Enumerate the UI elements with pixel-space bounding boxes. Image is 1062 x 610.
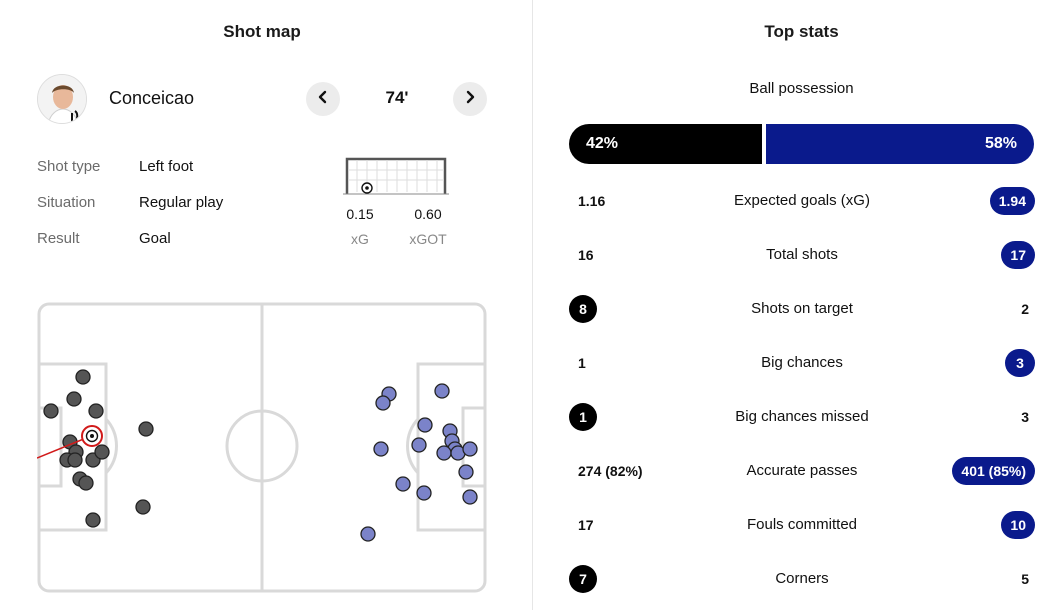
next-shot-button[interactable]	[453, 82, 487, 116]
shot-map-pitch[interactable]	[36, 302, 487, 593]
away-shot-marker[interactable]	[360, 526, 376, 542]
home-shot-marker[interactable]	[43, 403, 59, 419]
away-shot-marker[interactable]	[411, 437, 427, 453]
shot-type-value: Left foot	[139, 158, 194, 175]
stat-away-value: 3	[1021, 409, 1029, 425]
situation-value: Regular play	[139, 194, 224, 211]
column-divider	[532, 0, 533, 610]
away-shot-marker[interactable]	[416, 485, 432, 501]
stat-label: Big chances missed	[735, 408, 869, 425]
selected-shot-marker[interactable]	[81, 425, 103, 447]
stat-row: Shots on target 8 2	[569, 294, 1035, 324]
result-value: Goal	[139, 230, 171, 247]
home-shot-marker[interactable]	[78, 475, 94, 491]
stat-label: Fouls committed	[746, 516, 858, 533]
top-stats-title: Top stats	[764, 22, 839, 41]
possession-away-bar: 58%	[766, 124, 1034, 164]
stat-row: Expected goals (xG) 1.16 1.94	[569, 186, 1035, 216]
possession-away-value: 58%	[984, 135, 1017, 152]
stat-home-value: 7	[569, 565, 597, 593]
home-shot-marker[interactable]	[88, 403, 104, 419]
chevron-left-icon	[317, 90, 329, 109]
stat-home-value: 16	[578, 247, 594, 263]
stat-away-value: 1.94	[989, 187, 1035, 215]
xg-value: 0.15	[346, 206, 374, 222]
shot-type-label: Shot type	[37, 158, 101, 175]
stat-home-value: 17	[578, 517, 594, 533]
away-shot-marker[interactable]	[373, 441, 389, 457]
player-name[interactable]: Conceicao	[109, 88, 195, 108]
away-shot-marker[interactable]	[395, 476, 411, 492]
away-shot-marker[interactable]	[434, 383, 450, 399]
stat-home-value: 274 (82%)	[578, 463, 643, 479]
xgot-value: 0.60	[414, 206, 442, 222]
home-shot-marker[interactable]	[75, 369, 91, 385]
stat-row: Accurate passes 274 (82%) 401 (85%)	[569, 456, 1035, 486]
away-shot-marker[interactable]	[462, 489, 478, 505]
stat-label: Expected goals (xG)	[734, 192, 870, 209]
result-label: Result	[37, 230, 80, 247]
goal-frame-graphic	[343, 156, 449, 196]
previous-shot-button[interactable]	[306, 82, 340, 116]
home-shot-marker[interactable]	[67, 452, 83, 468]
stat-label: Total shots	[766, 246, 838, 263]
xgot-label: xGOT	[409, 231, 447, 247]
stat-away-value: 5	[1021, 571, 1029, 587]
player-avatar[interactable]	[37, 74, 87, 124]
stat-home-value: 8	[569, 295, 597, 323]
possession-label: Ball possession	[749, 80, 854, 97]
situation-label: Situation	[37, 194, 96, 211]
stat-away-value: 401 (85%)	[952, 457, 1035, 485]
away-shot-marker[interactable]	[375, 395, 391, 411]
stat-label: Accurate passes	[746, 462, 858, 479]
stat-away-value: 17	[1001, 241, 1035, 269]
stat-row: Big chances missed 1 3	[569, 402, 1035, 432]
stat-away-value: 2	[1021, 301, 1029, 317]
away-shot-marker[interactable]	[458, 464, 474, 480]
stat-row: Big chances 1 3	[569, 348, 1035, 378]
xg-label: xG	[351, 231, 369, 247]
stat-away-value: 3	[1005, 349, 1035, 377]
stat-home-value: 1.16	[578, 193, 606, 209]
away-shot-marker[interactable]	[462, 441, 478, 457]
stat-away-value: 10	[1001, 511, 1035, 539]
stat-label: Big chances	[761, 354, 843, 371]
shot-minute: 74'	[385, 88, 409, 107]
home-shot-marker[interactable]	[66, 391, 82, 407]
chevron-right-icon	[464, 90, 476, 109]
stat-label: Shots on target	[751, 300, 853, 317]
possession-home-value: 42%	[586, 135, 619, 152]
home-shot-marker[interactable]	[135, 499, 151, 515]
ball-icon	[361, 182, 373, 194]
stat-home-value: 1	[569, 403, 597, 431]
stat-label: Corners	[775, 570, 829, 587]
away-shot-marker[interactable]	[417, 417, 433, 433]
home-shot-marker[interactable]	[85, 512, 101, 528]
away-shot-marker[interactable]	[436, 445, 452, 461]
stat-row: Fouls committed 17 10	[569, 510, 1035, 540]
home-shot-marker[interactable]	[138, 421, 154, 437]
stat-home-value: 1	[578, 355, 586, 371]
stat-row: Corners 7 5	[569, 564, 1035, 594]
shot-map-title: Shot map	[223, 22, 301, 41]
home-shot-marker[interactable]	[94, 444, 110, 460]
stat-row: Total shots 16 17	[569, 240, 1035, 270]
possession-home-bar: 42%	[569, 124, 762, 164]
